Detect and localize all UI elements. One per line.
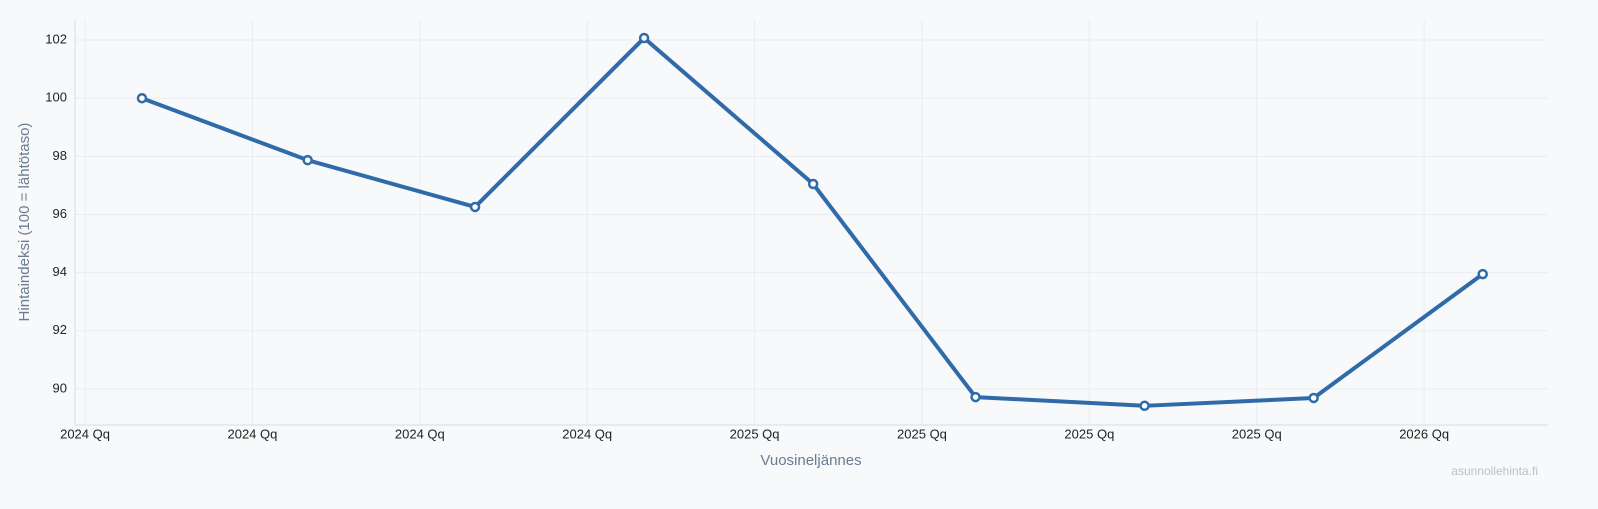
x-tick-label: 2024 Qq [227,426,277,441]
data-point [638,32,650,44]
data-point [136,92,148,104]
y-axis-label: Hintaindeksi (100 = lähtötaso) [16,123,33,322]
x-tick-label: 2025 Qq [730,426,780,441]
x-tick-label: 2026 Qq [1399,426,1449,441]
data-point [1477,268,1488,280]
x-tick-label: 2024 Qq [562,426,612,441]
x-tick-label: 2025 Qq [1064,426,1114,441]
x-tick-label: 2024 Qq [60,426,110,441]
data-line [141,36,1484,408]
y-tick-label: 98 [53,148,67,163]
x-tick-label: 2024 Qq [395,426,445,441]
y-tick-label: 94 [53,264,67,279]
data-point [469,201,481,213]
data-point [1139,400,1150,412]
x-tick-label: 2025 Qq [1232,426,1282,441]
y-tick-label: 96 [53,206,67,221]
y-tick-label: 92 [53,322,67,337]
y-tick-label: 102 [45,31,67,46]
y-tick-label: 100 [45,90,67,105]
x-axis-label: Vuosineljännes [760,452,861,469]
x-tick-label: 2025 Qq [897,426,947,441]
y-tick-label: 90 [53,380,67,395]
data-point [302,154,313,166]
watermark: asunnollehinta.fi [1451,464,1538,478]
data-point [807,178,819,190]
data-point [970,391,981,403]
data-point [1308,392,1319,404]
